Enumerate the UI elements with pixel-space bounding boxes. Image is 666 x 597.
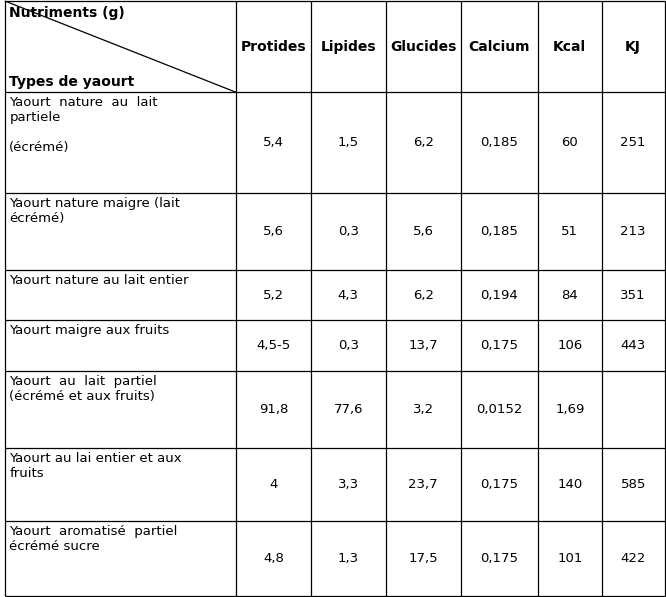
Text: Types de yaourt: Types de yaourt: [9, 75, 135, 89]
Text: 91,8: 91,8: [259, 403, 288, 416]
Text: Yaourt maigre aux fruits: Yaourt maigre aux fruits: [9, 325, 170, 337]
Text: Yaourt  au  lait  partiel
(écrémé et aux fruits): Yaourt au lait partiel (écrémé et aux fr…: [9, 375, 157, 403]
Text: 1,3: 1,3: [338, 552, 359, 565]
Text: 23,7: 23,7: [408, 478, 438, 491]
Text: 0,175: 0,175: [480, 552, 518, 565]
Text: 4: 4: [269, 478, 278, 491]
Text: Calcium: Calcium: [469, 40, 530, 54]
Text: 213: 213: [621, 225, 646, 238]
Text: 51: 51: [561, 225, 578, 238]
Text: Lipides: Lipides: [320, 40, 376, 54]
Text: KJ: KJ: [625, 40, 641, 54]
Text: Kcal: Kcal: [553, 40, 586, 54]
Text: 585: 585: [621, 478, 646, 491]
Text: 4,3: 4,3: [338, 289, 359, 301]
Text: 443: 443: [621, 339, 646, 352]
Text: 6,2: 6,2: [413, 289, 434, 301]
Text: 4,5-5: 4,5-5: [256, 339, 290, 352]
Text: 84: 84: [561, 289, 578, 301]
Text: 0,0152: 0,0152: [476, 403, 523, 416]
Text: 3,3: 3,3: [338, 478, 359, 491]
Text: 5,6: 5,6: [413, 225, 434, 238]
Text: Yaourt au lai entier et aux
fruits: Yaourt au lai entier et aux fruits: [9, 452, 182, 480]
Text: 101: 101: [557, 552, 583, 565]
Text: 1,69: 1,69: [555, 403, 585, 416]
Text: 0,194: 0,194: [481, 289, 518, 301]
Text: 0,185: 0,185: [481, 225, 518, 238]
Text: Yaourt  aromatisé  partiel
écrémé sucre: Yaourt aromatisé partiel écrémé sucre: [9, 525, 178, 553]
Text: 77,6: 77,6: [334, 403, 363, 416]
Text: 0,185: 0,185: [481, 136, 518, 149]
Text: 6,2: 6,2: [413, 136, 434, 149]
Text: 5,4: 5,4: [263, 136, 284, 149]
Text: 4,8: 4,8: [263, 552, 284, 565]
Text: 5,6: 5,6: [263, 225, 284, 238]
Text: Yaourt nature maigre (lait
écrémé): Yaourt nature maigre (lait écrémé): [9, 197, 180, 225]
Text: 422: 422: [621, 552, 646, 565]
Text: Yaourt nature au lait entier: Yaourt nature au lait entier: [9, 274, 189, 287]
Text: 251: 251: [621, 136, 646, 149]
Text: 13,7: 13,7: [408, 339, 438, 352]
Text: 0,3: 0,3: [338, 339, 359, 352]
Text: 0,3: 0,3: [338, 225, 359, 238]
Text: 60: 60: [561, 136, 578, 149]
Text: 1,5: 1,5: [338, 136, 359, 149]
Text: Glucides: Glucides: [390, 40, 456, 54]
Text: 3,2: 3,2: [413, 403, 434, 416]
Text: 106: 106: [557, 339, 583, 352]
Text: Nutriments (g): Nutriments (g): [9, 6, 125, 20]
Text: Protides: Protides: [240, 40, 306, 54]
Text: 0,175: 0,175: [480, 478, 518, 491]
Text: 351: 351: [621, 289, 646, 301]
Text: 140: 140: [557, 478, 583, 491]
Text: 0,175: 0,175: [480, 339, 518, 352]
Text: Yaourt  nature  au  lait
partiele

(écrémé): Yaourt nature au lait partiele (écrémé): [9, 97, 158, 155]
Text: 17,5: 17,5: [408, 552, 438, 565]
Text: 5,2: 5,2: [263, 289, 284, 301]
